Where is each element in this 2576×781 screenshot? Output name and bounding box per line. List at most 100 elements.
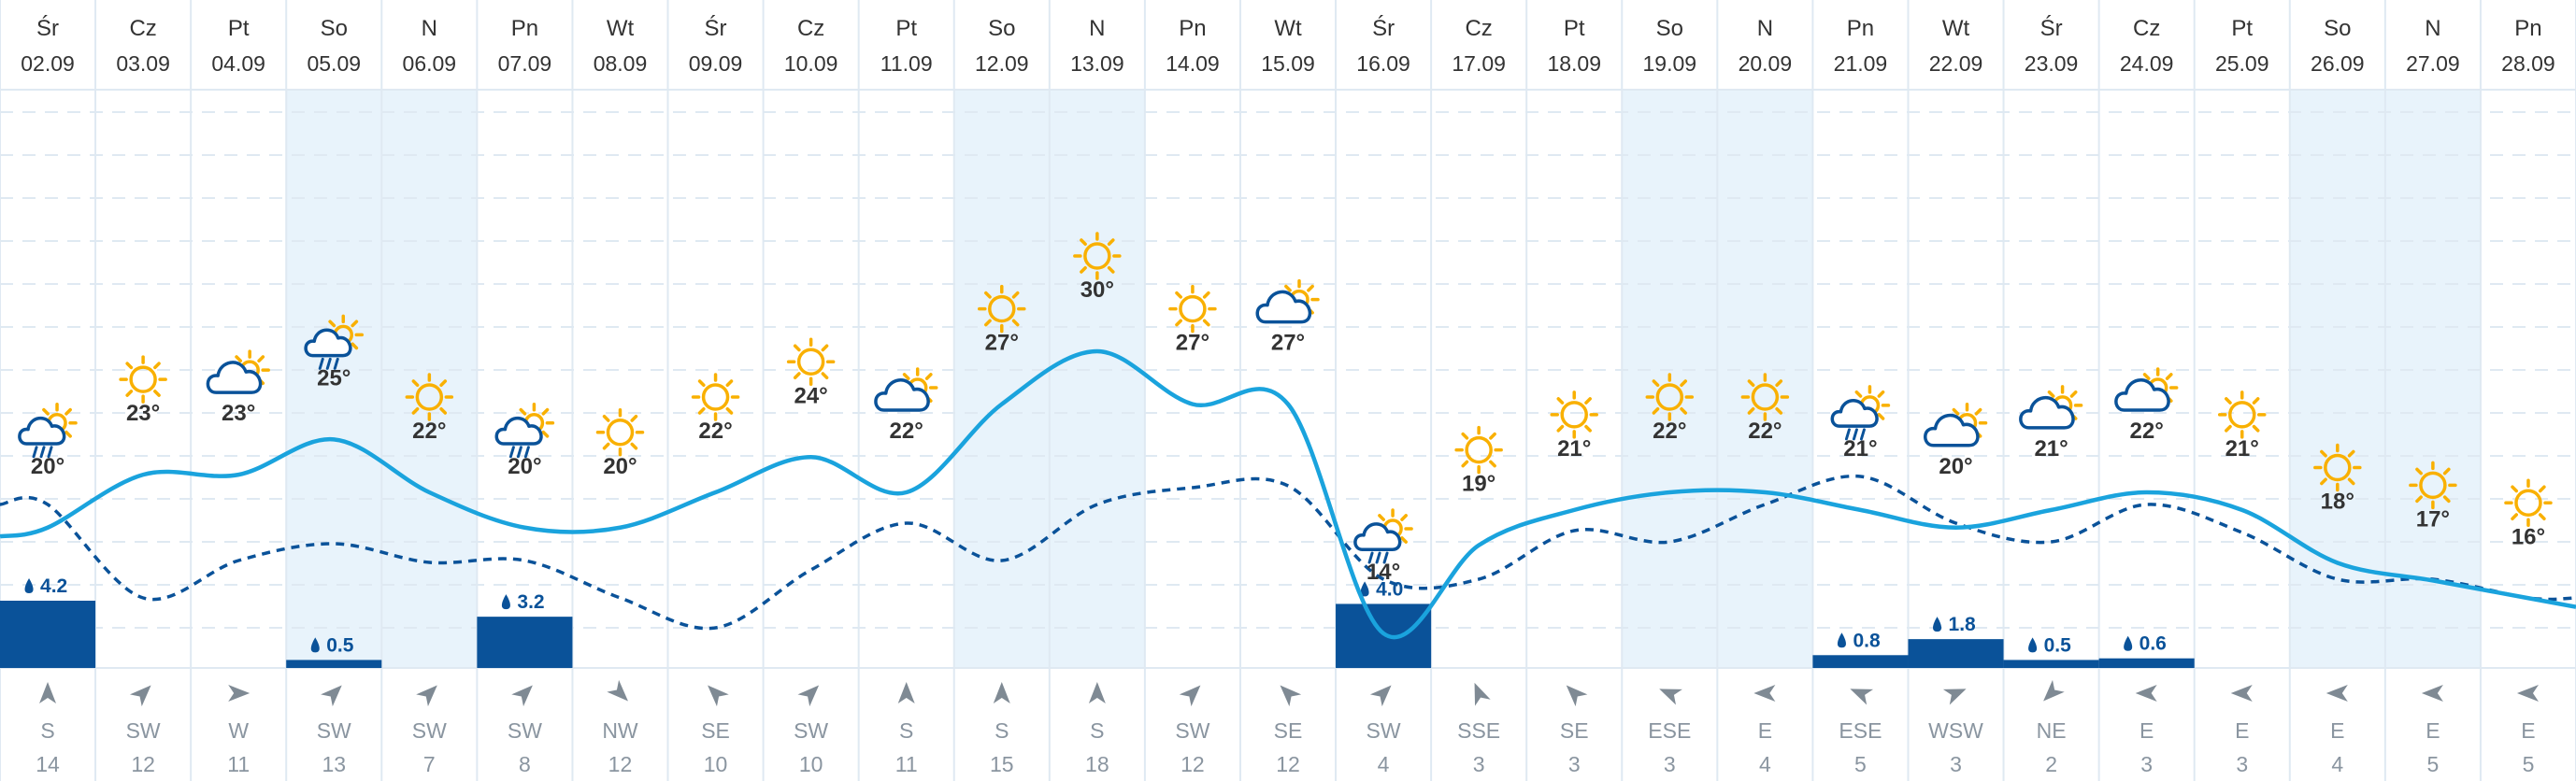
sun-rain-icon [18, 403, 78, 459]
date-label: 27.09 [2406, 51, 2460, 76]
precip-label: 0.5 [2044, 634, 2072, 656]
day-of-week-label: N [422, 16, 437, 41]
wind-direction-label: E [2426, 718, 2440, 743]
temperature-label: 27° [1176, 331, 1209, 356]
cloud-sun-icon [206, 349, 270, 394]
date-label: 28.09 [2501, 51, 2555, 76]
precip-label: 1.8 [1949, 614, 1977, 635]
wind-direction-label: S [40, 718, 54, 743]
wind-direction-label: SW [1175, 718, 1209, 743]
wind-speed-label: 7 [423, 752, 436, 776]
wind-arrow-icon [1280, 685, 1302, 707]
weekend-band [286, 90, 382, 668]
temperature-line [0, 348, 2576, 640]
day-of-week-label: Pt [2231, 16, 2253, 41]
wind-speed-label: 18 [1085, 752, 1109, 776]
wind-direction-label: SW [126, 718, 161, 743]
day-of-week-label: Pn [1847, 16, 1874, 41]
date-label: 23.09 [2025, 51, 2079, 76]
day-of-week-label: Wt [1274, 16, 1302, 41]
date-label: 02.09 [21, 51, 75, 76]
wind-arrow-icon [897, 682, 915, 703]
wind-direction-label: SE [1274, 718, 1303, 743]
wind-speed-label: 3 [2236, 752, 2248, 776]
wind-arrow-icon [1850, 689, 1874, 705]
wind-arrow-icon [2326, 685, 2348, 702]
cloud-sun-icon [2114, 367, 2179, 412]
sun-icon [1740, 373, 1790, 421]
temperature-label: 22° [698, 419, 732, 444]
raindrop-icon [24, 578, 34, 593]
raindrop-icon [501, 594, 510, 610]
wind-arrow-icon [2230, 685, 2253, 702]
wind-direction-label: WSW [1928, 718, 1983, 743]
wind-direction-label: S [1090, 718, 1104, 743]
sun-icon [786, 337, 836, 386]
precip-label: 4.2 [40, 575, 67, 597]
wind-arrow-icon [228, 685, 250, 702]
wind-speed-label: 15 [990, 752, 1014, 776]
day-of-week-label: Śr [36, 15, 59, 41]
sun-icon [2313, 443, 2362, 492]
wind-speed-label: 12 [131, 752, 155, 776]
wind-speed-label: 3 [2140, 752, 2153, 776]
wind-speed-label: 3 [1568, 752, 1581, 776]
wind-speed-label: 5 [1854, 752, 1867, 776]
date-label: 14.09 [1166, 51, 1220, 76]
date-label: 03.09 [116, 51, 170, 76]
date-label: 12.09 [975, 51, 1029, 76]
wind-arrow-icon [321, 685, 342, 707]
date-label: 07.09 [498, 51, 552, 76]
day-of-week-label: Śr [2040, 15, 2063, 41]
wind-direction-label: W [228, 718, 249, 743]
day-of-week-label: Śr [1372, 15, 1395, 41]
wind-speed-label: 3 [1950, 752, 1962, 776]
wind-direction-label: E [2235, 718, 2249, 743]
date-label: 22.09 [1929, 51, 1983, 76]
temperature-label: 20° [1939, 454, 1972, 479]
wind-speed-label: 4 [2331, 752, 2343, 776]
date-label: 26.09 [2311, 51, 2365, 76]
date-label: 15.09 [1261, 51, 1315, 76]
date-label: 11.09 [880, 51, 933, 76]
temperature-label: 21° [2225, 436, 2259, 462]
wind-speed-label: 12 [1181, 752, 1205, 776]
wind-arrow-icon [2043, 679, 2065, 702]
wind-direction-label: NW [602, 718, 638, 743]
temperature-label: 19° [1462, 472, 1496, 497]
wind-speed-label: 4 [1759, 752, 1771, 776]
wind-arrow-icon [1179, 685, 1201, 707]
precip-label: 0.6 [2140, 633, 2167, 655]
date-label: 04.09 [211, 51, 265, 76]
wind-speed-label: 2 [2045, 752, 2057, 776]
wind-speed-label: 3 [1473, 752, 1485, 776]
temperature-label: 18° [2321, 490, 2354, 515]
cloud-sun-icon [874, 367, 938, 412]
sun-icon [1550, 390, 1598, 439]
temperature-label: 16° [2512, 524, 2545, 549]
sun-icon [405, 373, 454, 421]
wind-arrow-icon [2421, 685, 2443, 702]
wind-direction-label: SW [1367, 718, 1401, 743]
temperature-label: 27° [1271, 331, 1305, 356]
temperature-label: 14° [1367, 560, 1400, 585]
sun-icon [691, 373, 740, 421]
sun-icon [2504, 478, 2553, 527]
date-label: 13.09 [1070, 51, 1124, 76]
temperature-label: 22° [890, 419, 923, 444]
day-of-week-label: N [2425, 16, 2440, 41]
wind-speed-label: 10 [704, 752, 728, 776]
wind-speed-label: 13 [322, 752, 346, 776]
wind-arrow-icon [993, 682, 1010, 703]
day-of-week-label: Cz [1465, 16, 1492, 41]
wind-arrow-icon [1369, 685, 1392, 707]
sun-rain-icon [494, 403, 555, 459]
wind-speed-label: 10 [799, 752, 823, 776]
wind-direction-label: SSE [1457, 718, 1500, 743]
wind-arrow-icon [797, 685, 820, 707]
temperature-label: 25° [317, 365, 351, 390]
date-label: 10.09 [784, 51, 838, 76]
wind-direction-label: SW [412, 718, 447, 743]
